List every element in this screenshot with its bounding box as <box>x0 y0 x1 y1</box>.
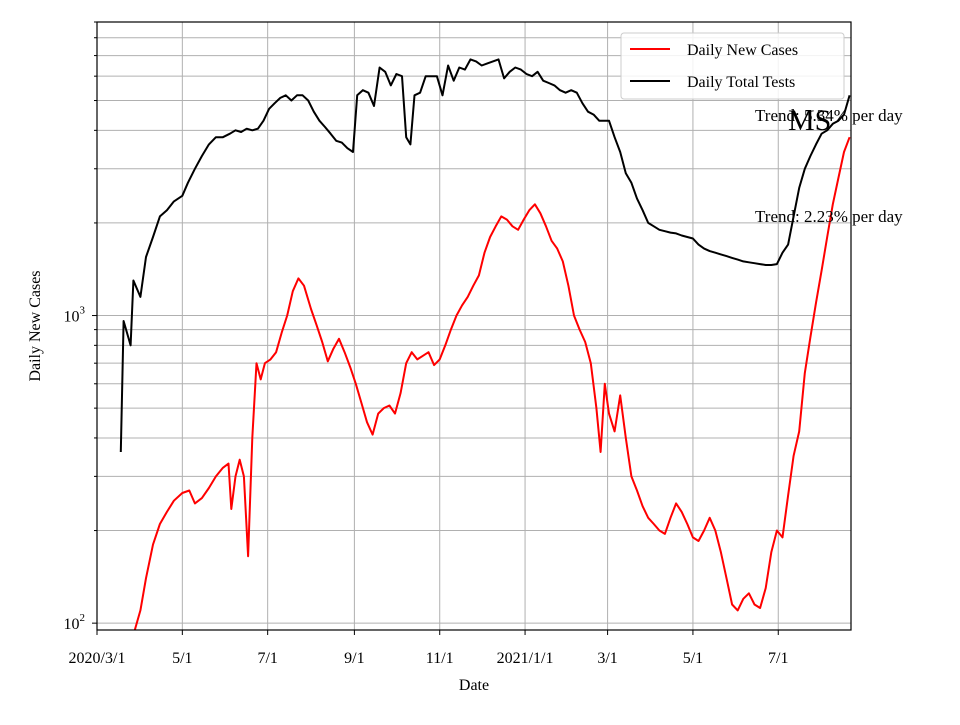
grid <box>96 21 851 630</box>
y-tick-exponent: 3 <box>80 305 86 317</box>
ticks: 2020/3/1 5/1 7/1 9/1 11/1 2021/1/1 3/1 5/1 7/1 10… <box>64 21 788 667</box>
legend-label-tests: Daily Total Tests <box>687 74 795 91</box>
x-tick-label: 9/1 <box>344 650 364 667</box>
series-layer <box>119 58 851 630</box>
y-tick-label: 102 <box>64 612 86 633</box>
annotation-tests-trend: Trend: 5.34% per day <box>755 106 903 125</box>
x-tick-label: 2021/1/1 <box>497 650 554 667</box>
x-tick-label: 7/1 <box>257 650 277 667</box>
x-tick-label: 5/1 <box>683 650 703 667</box>
x-tick-label: 2020/3/1 <box>69 650 126 667</box>
x-tick-label: 5/1 <box>172 650 192 667</box>
legend-box <box>620 32 845 100</box>
annotation-cases-trend: Trend: 2.23% per day <box>755 207 903 226</box>
series-line-daily-new-cases <box>133 136 851 630</box>
series-line-daily-total-tests <box>119 58 851 453</box>
x-axis-label: Date <box>459 677 489 694</box>
x-tick-label: 3/1 <box>597 650 617 667</box>
plot-frame <box>96 21 852 631</box>
y-tick-exponent: 2 <box>80 612 86 624</box>
legend: Daily New Cases Daily Total Tests <box>620 32 845 100</box>
y-tick-base: 10 <box>64 309 80 326</box>
x-tick-label: 11/1 <box>426 650 454 667</box>
y-axis-label: Daily New Cases <box>27 270 44 381</box>
x-tick-label: 7/1 <box>768 650 788 667</box>
state-label: MS <box>788 104 831 137</box>
legend-label-cases: Daily New Cases <box>687 42 798 59</box>
y-tick-label: 103 <box>64 305 86 326</box>
y-tick-base: 10 <box>64 616 80 633</box>
